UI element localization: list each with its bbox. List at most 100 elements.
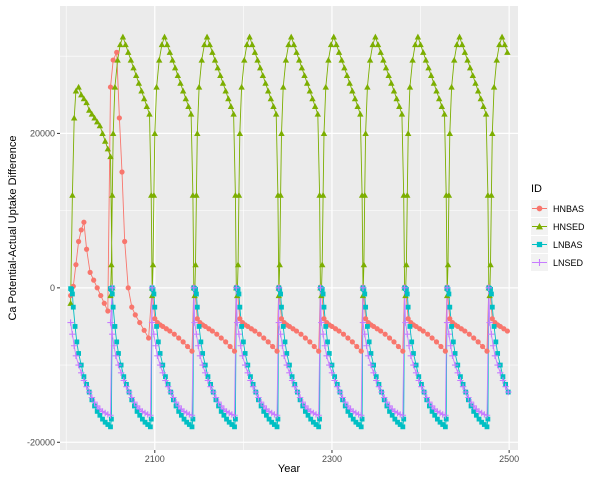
data-point-hnsed bbox=[504, 49, 511, 55]
data-point-hnbas bbox=[270, 343, 276, 350]
data-point-hnsed bbox=[382, 64, 390, 71]
data-point-hnsed bbox=[445, 191, 453, 198]
series-line-hnsed bbox=[70, 35, 508, 304]
data-point-hnsed bbox=[435, 95, 443, 102]
data-point-hnsed bbox=[338, 56, 345, 63]
data-point-hnsed bbox=[360, 261, 368, 268]
legend-label-lnbas: LNBAS bbox=[553, 240, 583, 250]
data-point-lnbas bbox=[317, 416, 322, 422]
data-point-lnsed bbox=[370, 369, 377, 376]
data-point-lnbas bbox=[395, 419, 400, 425]
data-point-lnsed bbox=[91, 398, 98, 406]
data-point-lnsed bbox=[443, 284, 451, 292]
data-point-hnbas bbox=[442, 348, 448, 354]
legend-label-hnsed: HNSED bbox=[553, 222, 585, 232]
data-point-lnbas bbox=[280, 324, 286, 329]
data-point-lnsed bbox=[491, 352, 499, 359]
data-point-hnsed bbox=[251, 49, 259, 55]
data-point-lnbas bbox=[491, 324, 497, 329]
data-point-hnsed bbox=[151, 130, 158, 136]
data-point-lnsed bbox=[207, 383, 214, 390]
data-point-hnsed bbox=[195, 83, 203, 90]
data-point-lnbas bbox=[200, 351, 206, 356]
data-point-hnsed bbox=[254, 56, 261, 63]
data-point-lnbas bbox=[193, 286, 198, 292]
data-point-lnbas bbox=[194, 304, 200, 310]
data-point-lnbas bbox=[320, 291, 326, 297]
data-point-hnbas bbox=[256, 331, 262, 337]
data-point-lnsed bbox=[381, 394, 388, 401]
data-point-hnsed bbox=[86, 107, 93, 113]
data-point-lnbas bbox=[411, 351, 416, 356]
data-point-hnsed bbox=[169, 56, 176, 63]
data-point-hnsed bbox=[290, 41, 298, 48]
data-point-lnsed bbox=[86, 388, 93, 396]
data-point-hnbas bbox=[114, 49, 120, 55]
data-point-hnsed bbox=[488, 191, 495, 198]
data-point-hnsed bbox=[464, 56, 471, 63]
data-point-lnsed bbox=[128, 394, 135, 401]
data-point-lnsed bbox=[275, 319, 283, 326]
data-point-hnsed bbox=[444, 261, 452, 268]
data-point-lnbas bbox=[271, 422, 277, 427]
data-point-lnbas bbox=[310, 419, 316, 425]
data-point-hnsed bbox=[125, 49, 132, 55]
data-point-lnsed bbox=[147, 412, 154, 419]
data-point-hnbas bbox=[466, 331, 472, 337]
data-point-hnsed bbox=[453, 41, 461, 48]
data-point-hnbas bbox=[363, 316, 369, 322]
data-point-lnbas bbox=[447, 304, 453, 310]
legend-key-marker bbox=[535, 258, 544, 267]
data-point-hnbas bbox=[462, 328, 468, 334]
data-point-lnbas bbox=[205, 374, 211, 380]
data-point-lnsed bbox=[363, 342, 370, 349]
data-point-hnbas bbox=[378, 328, 384, 334]
data-point-lnsed bbox=[123, 383, 130, 390]
data-point-hnsed bbox=[280, 83, 287, 90]
data-point-hnsed bbox=[225, 95, 232, 102]
data-point-hnsed bbox=[70, 114, 78, 121]
data-point-lnsed bbox=[315, 412, 322, 419]
data-point-lnsed bbox=[486, 319, 493, 326]
data-point-lnsed bbox=[193, 330, 200, 338]
data-point-lnbas bbox=[348, 412, 353, 418]
data-point-hnsed bbox=[466, 64, 474, 71]
data-point-lnbas bbox=[404, 291, 410, 297]
data-point-hnbas bbox=[110, 57, 116, 63]
x-axis: 2100 2300 2500 bbox=[145, 450, 519, 464]
data-point-hnsed bbox=[309, 95, 316, 102]
data-point-hnsed bbox=[69, 191, 76, 198]
data-point-hnsed bbox=[417, 41, 424, 48]
data-point-hnsed bbox=[349, 87, 356, 94]
data-point-lnbas bbox=[178, 412, 184, 418]
data-point-lnbas bbox=[488, 286, 493, 292]
data-point-hnsed bbox=[163, 41, 171, 48]
data-point-lnsed bbox=[483, 412, 491, 419]
data-point-lnbas bbox=[489, 304, 495, 310]
data-point-lnbas bbox=[239, 324, 245, 329]
data-point-hnsed bbox=[262, 80, 269, 86]
data-point-lnbas bbox=[150, 286, 156, 292]
data-point-hnsed bbox=[161, 33, 168, 40]
data-point-lnsed bbox=[339, 394, 346, 401]
data-point-hnsed bbox=[396, 103, 403, 109]
data-point-hnsed bbox=[430, 80, 438, 86]
data-point-lnbas bbox=[282, 339, 288, 345]
data-point-lnbas bbox=[458, 374, 463, 380]
data-point-lnbas bbox=[289, 374, 295, 380]
data-point-hnbas bbox=[145, 335, 152, 341]
data-point-lnsed bbox=[152, 342, 159, 349]
data-point-hnbas bbox=[81, 219, 87, 225]
data-point-hnbas bbox=[479, 343, 486, 350]
data-point-hnbas bbox=[316, 348, 322, 354]
data-point-hnsed bbox=[96, 122, 104, 129]
data-point-lnbas bbox=[316, 424, 322, 430]
data-point-hnbas bbox=[87, 269, 93, 275]
data-point-lnsed bbox=[375, 383, 383, 390]
data-point-lnsed bbox=[405, 342, 413, 349]
data-point-lnsed bbox=[120, 377, 127, 384]
data-point-hnbas bbox=[167, 328, 173, 334]
data-point-lnbas bbox=[350, 416, 356, 422]
data-point-lnsed bbox=[191, 319, 198, 326]
data-point-hnsed bbox=[301, 72, 308, 79]
